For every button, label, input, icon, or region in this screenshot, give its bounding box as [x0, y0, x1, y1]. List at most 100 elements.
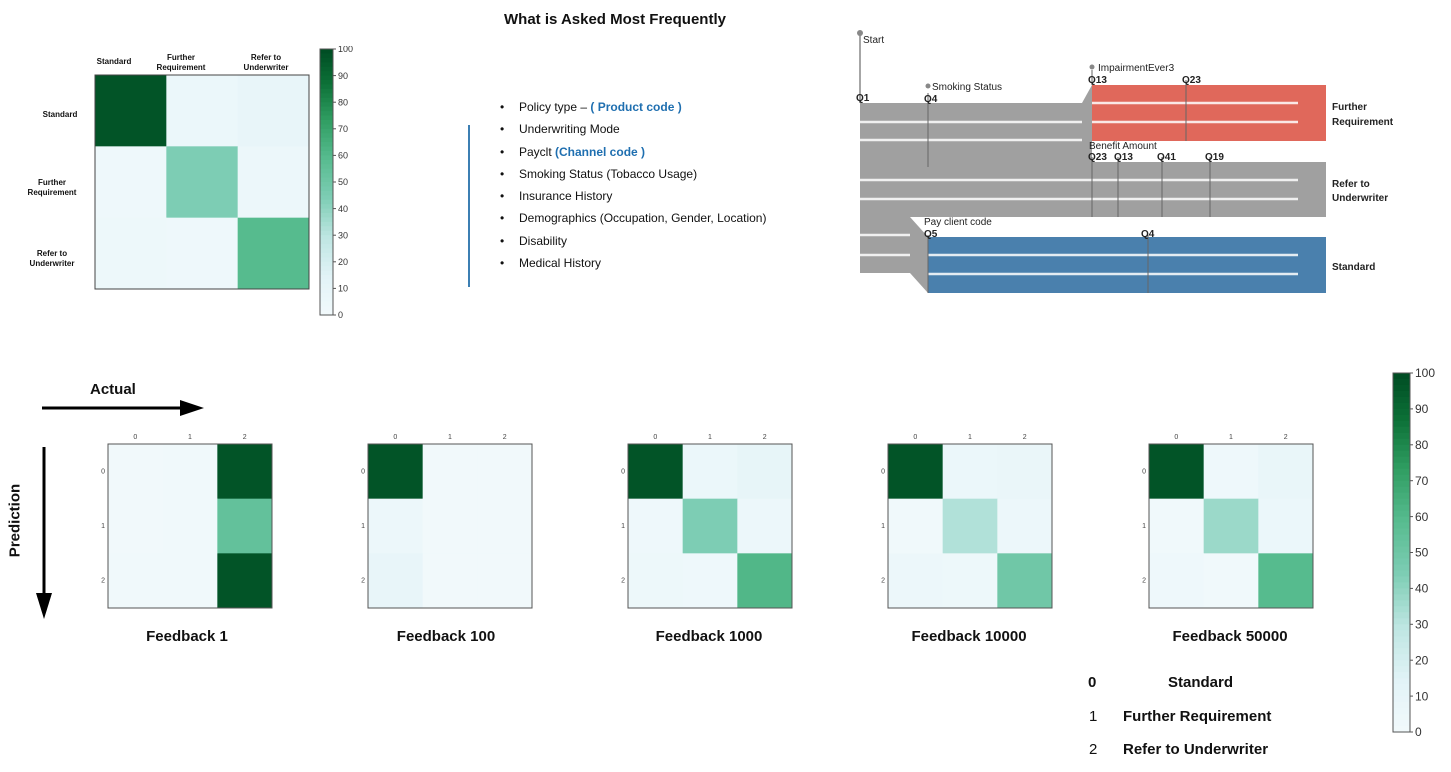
- colorbar-segment: [1393, 672, 1410, 679]
- colorbar-segment: [320, 128, 333, 134]
- colorbar-segment: [320, 230, 333, 236]
- colorbar-segment: [320, 150, 333, 156]
- heatmap-x-tick: 2: [243, 434, 247, 441]
- colorbar-tick-label: 100: [338, 46, 353, 54]
- heatmap-x-tick: 2: [503, 434, 507, 441]
- heatmap-x-tick: 1: [968, 434, 972, 441]
- flow-payclient: Pay client code: [924, 217, 992, 228]
- heatmap-cell: [942, 498, 998, 554]
- heatmap-cell: [1203, 498, 1259, 554]
- colorbar-tick-label: 70: [338, 124, 348, 134]
- colorbar-segment: [1393, 373, 1410, 380]
- colorbar-segment: [320, 146, 333, 152]
- heatmap-cell: [942, 444, 998, 500]
- colorbar-tick-label: 80: [1415, 438, 1429, 452]
- colorbar-tick-label: 60: [1415, 510, 1429, 524]
- col-label-further: Further Requirement: [156, 53, 206, 72]
- colorbar-segment: [1393, 528, 1410, 536]
- flow-q5: Q5: [924, 229, 938, 240]
- colorbar-segment: [1393, 516, 1410, 524]
- colorbar-segment: [1393, 402, 1410, 410]
- colorbar-segment: [1393, 570, 1410, 578]
- heatmap-y-tick: 1: [881, 523, 885, 530]
- colorbar-tick-label: 90: [338, 71, 348, 81]
- heatmap-frame: [887, 443, 1053, 609]
- colorbar-segment: [1393, 642, 1410, 649]
- question-markers: [927, 70, 1211, 293]
- colorbar-segment: [1393, 576, 1410, 584]
- colorbar-tick-label: 40: [338, 204, 348, 214]
- actual-arrow: [42, 400, 204, 416]
- colorbar-tick-label: 40: [1415, 582, 1429, 596]
- prediction-arrow: [36, 447, 52, 619]
- heatmap-cell: [217, 444, 273, 500]
- colorbar-segment: [1393, 648, 1410, 655]
- heatmap-cell: [888, 444, 944, 500]
- heatmap-cell: [162, 553, 218, 609]
- heatmap-cell: [997, 553, 1053, 609]
- flow-smoking: Smoking Status: [932, 82, 1002, 93]
- colorbar-segment: [320, 279, 333, 285]
- colorbar-segment: [320, 84, 333, 90]
- heatmap-x-tick: 1: [1229, 434, 1233, 441]
- colorbar-segment: [320, 133, 333, 139]
- colorbar-segment: [1393, 654, 1410, 661]
- heatmap-feedback-1000: 0 1 2 0 1 2: [621, 434, 793, 609]
- heatmap-cell: [1149, 444, 1205, 500]
- colorbar-segment: [1393, 720, 1410, 727]
- colorbar-segment: [320, 199, 333, 205]
- row-label-refer: Refer to Underwriter: [29, 249, 75, 268]
- colorbar-segment: [320, 62, 333, 68]
- colorbar-segment: [1393, 708, 1410, 715]
- colorbar-segment: [320, 217, 333, 223]
- colorbar-segment: [1393, 690, 1410, 697]
- colorbar-segment: [320, 213, 333, 219]
- heatmap-x-tick: 1: [708, 434, 712, 441]
- colorbar-segment: [1393, 630, 1410, 637]
- feedback-title: Feedback 100: [396, 628, 496, 645]
- heatmap-x-tick: 0: [1174, 434, 1178, 441]
- colorbar-segment: [1393, 468, 1410, 476]
- legend-code: 1: [1089, 708, 1098, 725]
- heatmap-cell: [237, 75, 310, 147]
- colorbar-segment: [1393, 564, 1410, 572]
- heatmap-y-tick: 2: [101, 578, 105, 585]
- colorbar-segment: [320, 71, 333, 77]
- top-heatmap: [94, 74, 310, 290]
- heatmap-y-tick: 0: [1142, 468, 1146, 475]
- heatmap-cell: [737, 553, 793, 609]
- colorbar-tick-label: 10: [1415, 689, 1429, 703]
- colorbar-segment: [1393, 396, 1410, 404]
- colorbar-segment: [1393, 588, 1410, 595]
- flow-q23: Q23: [1182, 75, 1201, 86]
- legend-label: Further Requirement: [1123, 708, 1272, 725]
- heatmap-cell: [166, 75, 239, 147]
- colorbar-segment: [1393, 504, 1410, 512]
- colorbar-segment: [320, 182, 333, 188]
- list-item: Underwriting Mode: [500, 118, 766, 141]
- colorbar-segment: [1393, 540, 1410, 548]
- heatmap-cell: [1258, 498, 1314, 554]
- heatmap-cell: [942, 553, 998, 609]
- colorbar-segment: [320, 173, 333, 179]
- colorbar-segment: [320, 168, 333, 174]
- colorbar-segment: [320, 124, 333, 130]
- colorbar-segment: [1393, 684, 1410, 691]
- heatmap-x-tick: 1: [188, 434, 192, 441]
- heatmap-cell: [682, 498, 738, 554]
- out-refer-2: Underwriter: [1332, 193, 1388, 204]
- colorbar-segment: [320, 261, 333, 267]
- heatmap-y-tick: 0: [881, 468, 885, 475]
- heatmap-y-tick: 1: [101, 523, 105, 530]
- list-item: Policy type – ( Product code ): [500, 96, 766, 119]
- colorbar-segment: [320, 275, 333, 281]
- colorbar-segment: [320, 195, 333, 201]
- heatmap-cell: [477, 444, 533, 500]
- heatmap-cell: [628, 498, 684, 554]
- row-label-further: Further Requirement: [27, 178, 77, 197]
- heatmap-cell: [888, 498, 944, 554]
- heatmap-cell: [108, 498, 164, 554]
- colorbar-segment: [1393, 696, 1410, 703]
- feedback-title: Feedback 1: [146, 628, 228, 645]
- colorbar-tick-label: 70: [1415, 474, 1429, 488]
